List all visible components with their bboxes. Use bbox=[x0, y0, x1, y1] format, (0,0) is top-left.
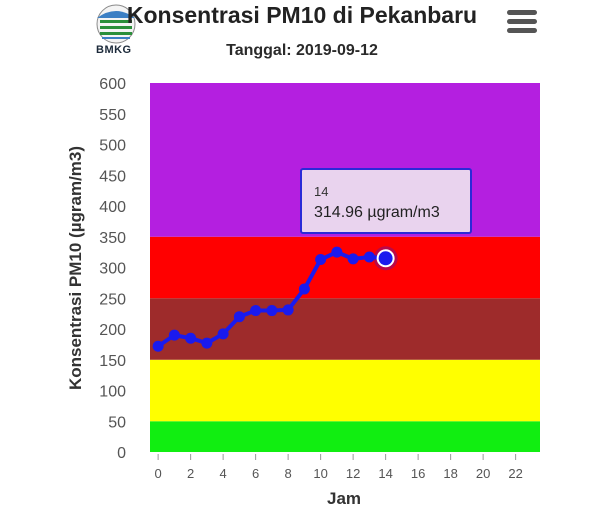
x-tick-label: 14 bbox=[378, 466, 392, 481]
page-subtitle: Tanggal: 2019-09-12 bbox=[226, 42, 378, 59]
highlighted-data-point bbox=[376, 249, 395, 268]
x-tick-label: 22 bbox=[508, 466, 522, 481]
x-tick-label: 0 bbox=[155, 466, 162, 481]
tooltip-x-label: 14 bbox=[314, 184, 329, 199]
x-tick-label: 2 bbox=[187, 466, 194, 481]
x-tick-label: 20 bbox=[476, 466, 490, 481]
y-tick-label: 300 bbox=[99, 261, 126, 278]
hamburger-menu-icon[interactable] bbox=[507, 10, 537, 34]
y-tick-label: 500 bbox=[99, 138, 126, 155]
x-tick-label: 12 bbox=[346, 466, 360, 481]
y-tick-label: 450 bbox=[99, 168, 126, 185]
x-axis-title: Jam bbox=[327, 489, 361, 507]
data-point bbox=[282, 304, 294, 316]
tooltip-value-label: 314.96 µgram/m3 bbox=[314, 204, 440, 221]
y-tick-label: 250 bbox=[99, 291, 126, 308]
data-point bbox=[233, 311, 245, 323]
data-point bbox=[250, 305, 262, 317]
y-tick-label: 350 bbox=[99, 230, 126, 247]
y-axis-title: Konsentrasi PM10 (µgram/m3) bbox=[66, 146, 85, 390]
data-point bbox=[266, 305, 278, 317]
logo-text: BMKG bbox=[96, 44, 132, 56]
bmkg-emblem-icon bbox=[96, 4, 136, 44]
x-tick-label: 18 bbox=[443, 466, 457, 481]
data-point bbox=[363, 251, 375, 263]
y-tick-label: 200 bbox=[99, 322, 126, 339]
x-tick-label: 4 bbox=[220, 466, 227, 481]
y-tick-label: 600 bbox=[99, 76, 126, 93]
data-point bbox=[315, 254, 327, 266]
data-point bbox=[331, 246, 343, 258]
band-2 bbox=[150, 298, 540, 360]
y-tick-label: 0 bbox=[117, 445, 126, 462]
data-point bbox=[347, 253, 359, 265]
band-1 bbox=[150, 359, 540, 422]
y-tick-label: 400 bbox=[99, 199, 126, 216]
data-point bbox=[217, 328, 229, 340]
x-tick-label: 8 bbox=[285, 466, 292, 481]
band-3 bbox=[150, 236, 540, 299]
data-point bbox=[168, 329, 180, 341]
data-point bbox=[185, 332, 197, 344]
bmkg-logo bbox=[88, 4, 144, 62]
band-0 bbox=[150, 421, 540, 452]
page-title: Konsentrasi PM10 di Pekanbaru bbox=[126, 2, 478, 28]
data-point bbox=[201, 337, 213, 349]
data-point bbox=[152, 340, 164, 352]
data-point bbox=[298, 283, 310, 295]
y-tick-label: 50 bbox=[108, 414, 126, 431]
x-tick-label: 10 bbox=[313, 466, 327, 481]
x-tick-label: 6 bbox=[252, 466, 259, 481]
chart-tooltip: 14 314.96 µgram/m3 bbox=[300, 168, 472, 234]
y-tick-label: 150 bbox=[99, 353, 126, 370]
x-tick-label: 16 bbox=[411, 466, 425, 481]
y-tick-label: 550 bbox=[99, 107, 126, 124]
y-tick-label: 100 bbox=[99, 384, 126, 401]
